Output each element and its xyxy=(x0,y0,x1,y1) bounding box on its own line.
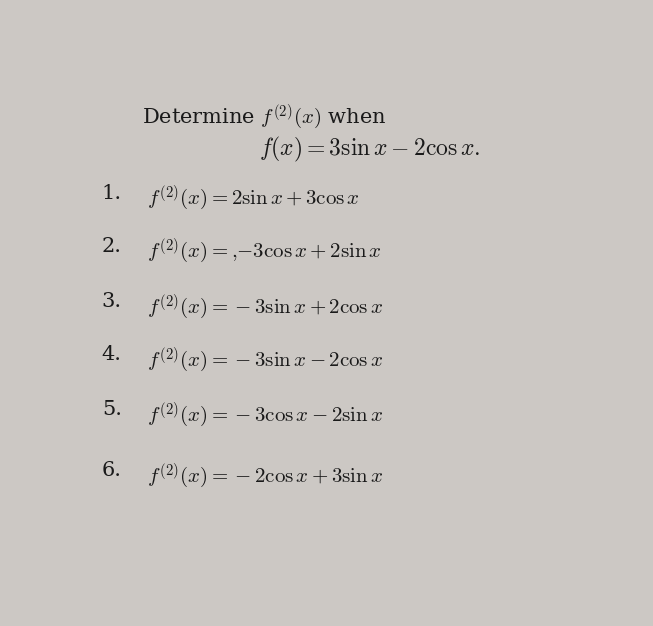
Text: 3.: 3. xyxy=(102,292,122,311)
Text: $f^{(2)}(x) = 2\sin x + 3\cos x$: $f^{(2)}(x) = 2\sin x + 3\cos x$ xyxy=(148,183,360,212)
Text: Determine $f^{(2)}(x)$ when: Determine $f^{(2)}(x)$ when xyxy=(142,101,387,131)
Text: 5.: 5. xyxy=(102,401,122,419)
Text: 6.: 6. xyxy=(102,461,122,480)
Text: $f^{(2)}(x) = -3\sin x - 2\cos x$: $f^{(2)}(x) = -3\sin x - 2\cos x$ xyxy=(148,345,384,374)
Text: 2.: 2. xyxy=(102,237,122,255)
Text: $f^{(2)}(x) = -2\cos x + 3\sin x$: $f^{(2)}(x) = -2\cos x + 3\sin x$ xyxy=(148,461,384,490)
Text: 1.: 1. xyxy=(102,183,122,203)
Text: 4.: 4. xyxy=(102,345,122,364)
Text: $f^{(2)}(x) = -3\cos x - 2\sin x$: $f^{(2)}(x) = -3\cos x - 2\sin x$ xyxy=(148,401,384,429)
Text: $f^{(2)}(x) = {,}{-}3\cos x + 2\sin x$: $f^{(2)}(x) = {,}{-}3\cos x + 2\sin x$ xyxy=(148,237,382,265)
Text: $f(x) = 3\sin x - 2\cos x.$: $f(x) = 3\sin x - 2\cos x.$ xyxy=(259,135,480,165)
Text: $f^{(2)}(x) = -3\sin x + 2\cos x$: $f^{(2)}(x) = -3\sin x + 2\cos x$ xyxy=(148,292,384,321)
